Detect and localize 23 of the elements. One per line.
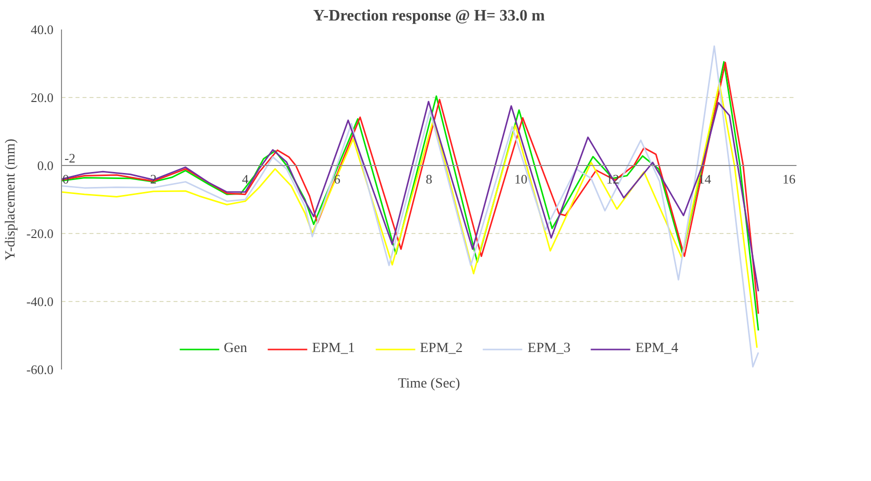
y-tick-label: -40.0: [26, 294, 54, 309]
y-tick-label: 0.0: [37, 158, 54, 173]
line-series: [62, 100, 760, 292]
legend-label: Gen: [224, 341, 248, 357]
y-tick-label: 20.0: [30, 90, 54, 105]
x-tick-label: 4: [242, 172, 249, 186]
legend-label: EPM_4: [635, 341, 678, 357]
line-series: [62, 45, 760, 368]
x-axis-title: Time (Sec): [398, 376, 460, 392]
y-tick-label: -20.0: [26, 226, 54, 241]
y-axis-title: Y-displacement (mm): [3, 138, 18, 260]
x-tick-label: 0: [62, 172, 69, 186]
legend-label: EPM_1: [312, 341, 355, 357]
annotation: -2: [64, 150, 76, 166]
x-tick-label: 16: [782, 172, 796, 186]
legend-label: EPM_2: [420, 341, 463, 357]
x-tick-label: 10: [514, 172, 528, 186]
legend-label: EPM_3: [528, 341, 570, 357]
x-tick-label: 2: [150, 172, 157, 186]
y-tick-label: -60.0: [26, 362, 54, 377]
chart-title: Y-Drection response @ H= 33.0 m: [313, 8, 546, 24]
x-tick-label: 8: [426, 172, 432, 186]
y-tick-label: 40.0: [30, 22, 54, 37]
